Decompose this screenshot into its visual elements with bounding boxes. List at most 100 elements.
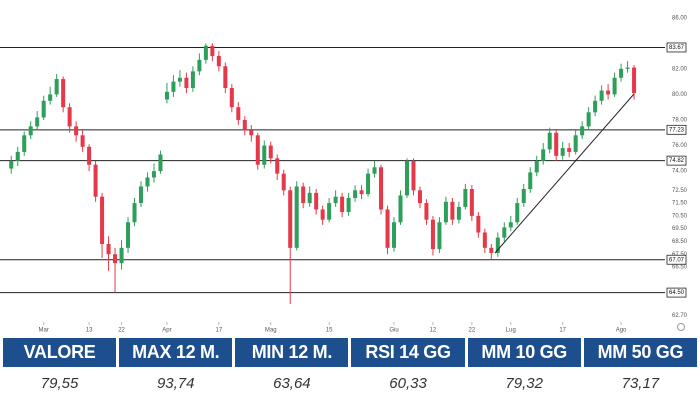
candle-body [632, 67, 637, 94]
candle-body [22, 135, 27, 152]
candle-body [346, 197, 351, 213]
header-cell: MM 10 GG [467, 338, 581, 367]
header-cell: MIN 12 M. [235, 338, 349, 367]
candle-body [132, 203, 137, 223]
candle-body [625, 67, 630, 69]
x-tick-label: Lug [506, 328, 516, 334]
y-tick-label: 71.50 [672, 201, 688, 207]
candle-body [80, 135, 85, 147]
y-tick-label: 76.00 [672, 143, 688, 149]
candle-body [508, 222, 513, 228]
candle-body [456, 206, 461, 220]
candle-body [268, 145, 273, 159]
candle-body [9, 160, 14, 169]
candle-body [197, 59, 202, 72]
candle-body [216, 56, 221, 67]
candle-body [612, 77, 617, 95]
y-tick-label: 80.00 [672, 92, 688, 98]
candle-body [301, 186, 306, 204]
candle-body [606, 90, 611, 95]
y-tick-label: 78.00 [672, 118, 688, 124]
y-tick-label: 68.50 [672, 239, 688, 245]
candle-body [450, 201, 455, 220]
candle-body [203, 45, 208, 60]
y-tick-label: 72.50 [672, 188, 688, 194]
x-tick-label: 22 [469, 328, 476, 334]
candle-body [547, 132, 552, 150]
level-label-box [666, 287, 687, 298]
candle-body [391, 222, 397, 248]
candle-body [489, 247, 494, 253]
candle-body [119, 247, 124, 264]
candle-body [554, 132, 559, 156]
candle-body [567, 148, 572, 152]
candle-body [463, 189, 468, 207]
candle-body [593, 100, 598, 113]
candle-body [28, 126, 33, 136]
settings-icon[interactable] [677, 323, 685, 331]
x-tick-label: Apr [162, 328, 171, 334]
header-cell: MAX 12 M. [119, 338, 233, 367]
candle-body [379, 167, 384, 210]
x-tick-label: 17 [559, 328, 566, 334]
x-tick-label: 15 [326, 328, 333, 334]
candle-body [210, 45, 215, 57]
candle-body [41, 100, 46, 118]
candle-body [100, 196, 105, 244]
candle-body [385, 209, 390, 248]
candle-body [314, 192, 319, 210]
level-label: 77.23 [669, 127, 685, 133]
candle-body [528, 172, 533, 190]
candle-body [340, 196, 345, 213]
candle-body [599, 90, 604, 101]
value-cell: 63,64 [273, 375, 311, 392]
chart: 86.00 82.00 80.00 78.00 76.00 74.00 72.50 71.50… [0, 0, 700, 336]
candle-body [619, 68, 624, 78]
level-label-box [666, 42, 687, 53]
header-cell: VALORE [3, 338, 117, 367]
x-tick-label: 17 [216, 328, 223, 334]
x-tick-label: Mag [265, 328, 277, 334]
candle-body [106, 244, 111, 255]
candle-body [281, 173, 286, 191]
candle-body [288, 190, 293, 248]
level-label-box [666, 124, 687, 135]
candle-body [469, 189, 474, 216]
level-label-box [666, 155, 687, 166]
candle-body [184, 77, 189, 88]
candle-body [242, 119, 247, 131]
x-tick-label: 12 [430, 328, 437, 334]
value-cell: 79,55 [40, 375, 79, 392]
y-tick-label: 82.00 [672, 66, 688, 72]
candle-body [372, 167, 377, 174]
x-tick-label: 22 [118, 328, 125, 334]
candle-body [307, 192, 312, 204]
chart-background [0, 0, 700, 336]
candle-body [229, 88, 234, 108]
x-tick-label: Ago [616, 328, 627, 334]
value-row: 79,55 93,74 63,64 60,33 79,32 73,17 [3, 367, 697, 400]
candle-body [560, 148, 565, 156]
trend-line [494, 93, 635, 254]
candle-body [67, 107, 72, 127]
candle-body [164, 91, 169, 100]
candle-body [476, 215, 481, 233]
value-cell: 73,17 [621, 375, 660, 392]
candle-body [113, 254, 118, 264]
y-tick-label: 67.50 [672, 252, 688, 258]
x-tick-label: Giu [389, 328, 398, 334]
candle-body [87, 146, 92, 165]
candle-body [61, 79, 66, 108]
candle-body [126, 222, 131, 248]
candle-body [366, 173, 371, 195]
y-tick-label: 86.00 [672, 15, 688, 21]
y-tick-label: 62.70 [672, 313, 688, 319]
candle-body [48, 94, 53, 101]
candle-body [541, 149, 546, 161]
candle-body [443, 201, 448, 223]
candle-body [236, 107, 241, 120]
candle-body [223, 66, 228, 88]
y-tick-label: 66.50 [672, 265, 688, 271]
header-cell: MM 50 GG [583, 338, 697, 367]
candle-body [573, 135, 578, 152]
